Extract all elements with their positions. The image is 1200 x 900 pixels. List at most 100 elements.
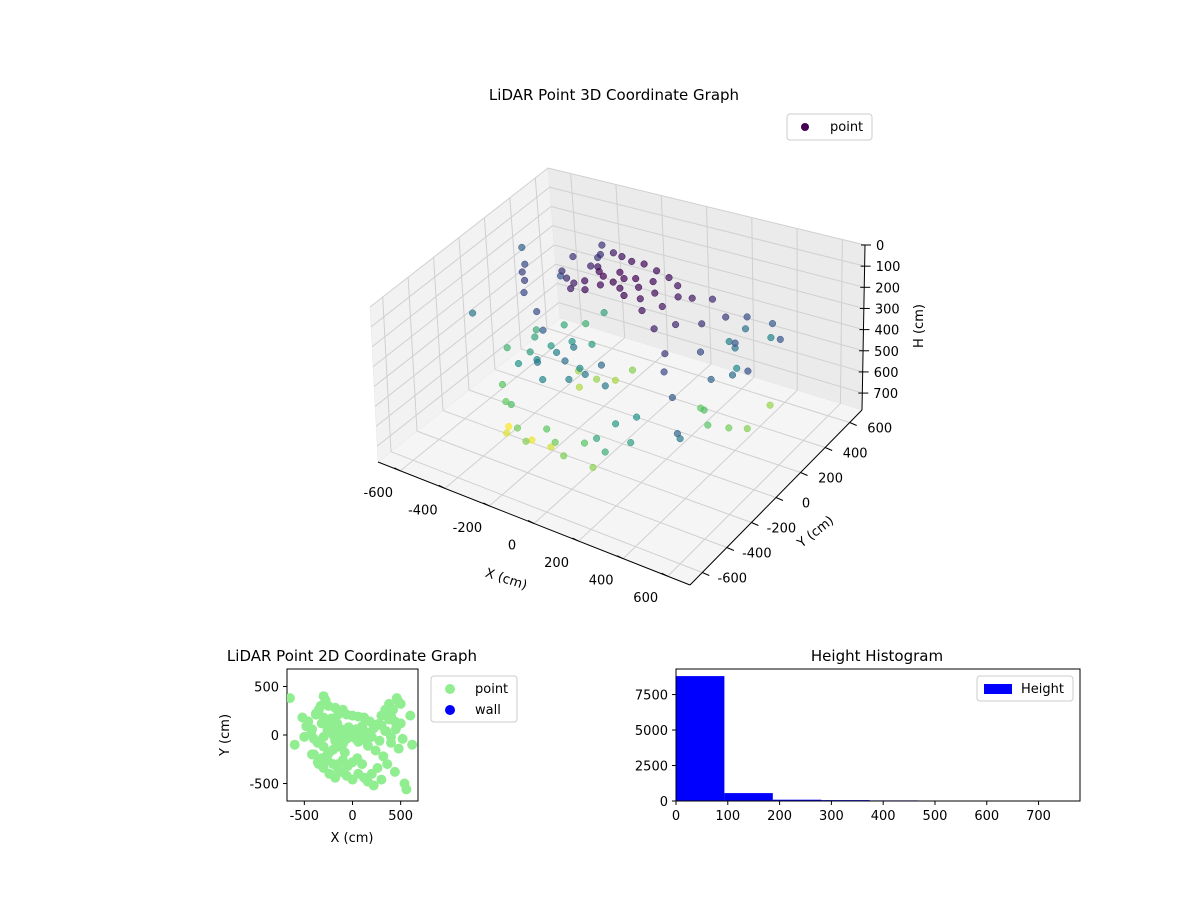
chart-histogram: Height Histogram 0 100 200 300 400 500 600 7000…: [635, 647, 1081, 824]
point-3d: [635, 283, 643, 291]
point-3d: [708, 295, 717, 303]
grid-x-back: [615, 184, 626, 338]
point-3d: [528, 436, 536, 444]
y-tick-label: 400: [843, 447, 868, 462]
y-tick: [702, 572, 710, 576]
z-tick-label: 500: [874, 345, 899, 360]
point-2d: [374, 735, 385, 746]
x-tick: [572, 537, 579, 542]
grid-x-back: [570, 173, 583, 325]
point-2d: [318, 712, 329, 723]
point-3d: [518, 243, 526, 251]
point-2d: [309, 749, 319, 760]
chart-3d-legend-marker: [801, 123, 809, 131]
point-3d: [640, 260, 648, 268]
point-2d: [299, 731, 310, 742]
grid-y-left: [407, 277, 418, 432]
point-2d: [382, 759, 393, 770]
point-2d: [401, 784, 412, 795]
point-2d: [313, 759, 324, 770]
x-tick: [438, 484, 446, 489]
z-tick-label: 200: [875, 281, 900, 296]
point-3d: [628, 257, 636, 265]
point-2d: [386, 731, 396, 742]
point-2d: [310, 708, 321, 719]
grid-y-floor: [390, 451, 703, 573]
point-3d: [513, 424, 522, 432]
point-3d: [661, 350, 669, 358]
point-3d: [539, 326, 547, 334]
y-tick-label: -400: [742, 547, 772, 562]
x-tick-label: 200: [544, 556, 569, 571]
point-3d: [649, 278, 657, 286]
point-3d: [767, 334, 775, 342]
point-2d: [357, 759, 368, 770]
point-3d: [674, 293, 682, 301]
point-3d: [521, 276, 529, 284]
point-3d: [704, 421, 712, 429]
histogram-frame: [675, 668, 1081, 802]
chart-3d-axes: -600-400-2000200400600-600-400-200020040…: [364, 239, 901, 606]
point-3d: [570, 343, 578, 351]
point-3d: [766, 401, 774, 409]
point-2d: [287, 693, 295, 704]
chart-3d-legend: point: [786, 113, 873, 141]
grid-z-back: [554, 244, 864, 331]
point-2d: [359, 772, 370, 783]
y-tick: [824, 447, 833, 451]
point-3d: [551, 438, 559, 446]
point-3d: [744, 367, 752, 375]
x-tick-label: 300: [819, 809, 844, 824]
point-3d: [563, 274, 571, 282]
point-2d: [366, 731, 377, 742]
y-tick-label: 5000: [635, 724, 668, 739]
x-tick: [394, 467, 401, 472]
x-tick-label: 200: [767, 809, 792, 824]
point-2d: [384, 698, 395, 709]
point-3d: [600, 309, 608, 317]
histogram-bar: [772, 799, 822, 801]
z-tick-label: 400: [874, 324, 899, 339]
grid-y-left: [458, 237, 470, 391]
point-3d: [589, 463, 597, 471]
point-3d: [507, 400, 515, 409]
chart-2d-ticks: -500 0 500 -500 0 500: [249, 680, 413, 824]
point-3d: [768, 320, 777, 328]
point-2d: [333, 759, 344, 770]
y-tick-label: 7500: [635, 689, 668, 704]
x-tick-label: -600: [364, 486, 394, 501]
point-3d: [674, 282, 682, 290]
point-2d: [323, 720, 334, 731]
point-3d: [520, 289, 528, 297]
point-3d: [728, 371, 737, 379]
chart-2d: LiDAR Point 2D Coordinate Graph -500 0 500…: [218, 647, 518, 846]
point-3d: [616, 284, 624, 292]
point-2d: [339, 747, 350, 758]
point-2d: [370, 745, 381, 756]
y-tick-label: -200: [767, 522, 797, 537]
grid-y-floor: [468, 389, 777, 498]
z-tick-label: 300: [875, 302, 900, 317]
point-3d: [741, 325, 750, 333]
point-3d: [611, 376, 619, 384]
chart-3d-grid: [369, 167, 866, 577]
histogram-legend-swatch: [984, 684, 1012, 694]
point-3d: [696, 348, 705, 356]
histogram-legend-label: Height: [1021, 682, 1064, 697]
chart-2d-xlabel: X (cm): [331, 831, 374, 846]
chart-3d-title: LiDAR Point 3D Coordinate Graph: [489, 86, 739, 104]
x-tick-label: -500: [290, 809, 320, 824]
y-tick-label: -600: [718, 572, 748, 587]
point-3d: [601, 382, 609, 390]
y-tick: [849, 422, 857, 426]
point-3d: [632, 275, 640, 283]
y-tick-label: 0: [802, 497, 810, 512]
point-2d: [389, 766, 400, 777]
histogram-legend: Height: [976, 675, 1074, 702]
point-2d: [303, 716, 314, 727]
point-3d: [580, 439, 589, 447]
point-3d: [633, 413, 641, 421]
grid-y-left: [534, 177, 548, 329]
point-3d: [469, 309, 477, 317]
